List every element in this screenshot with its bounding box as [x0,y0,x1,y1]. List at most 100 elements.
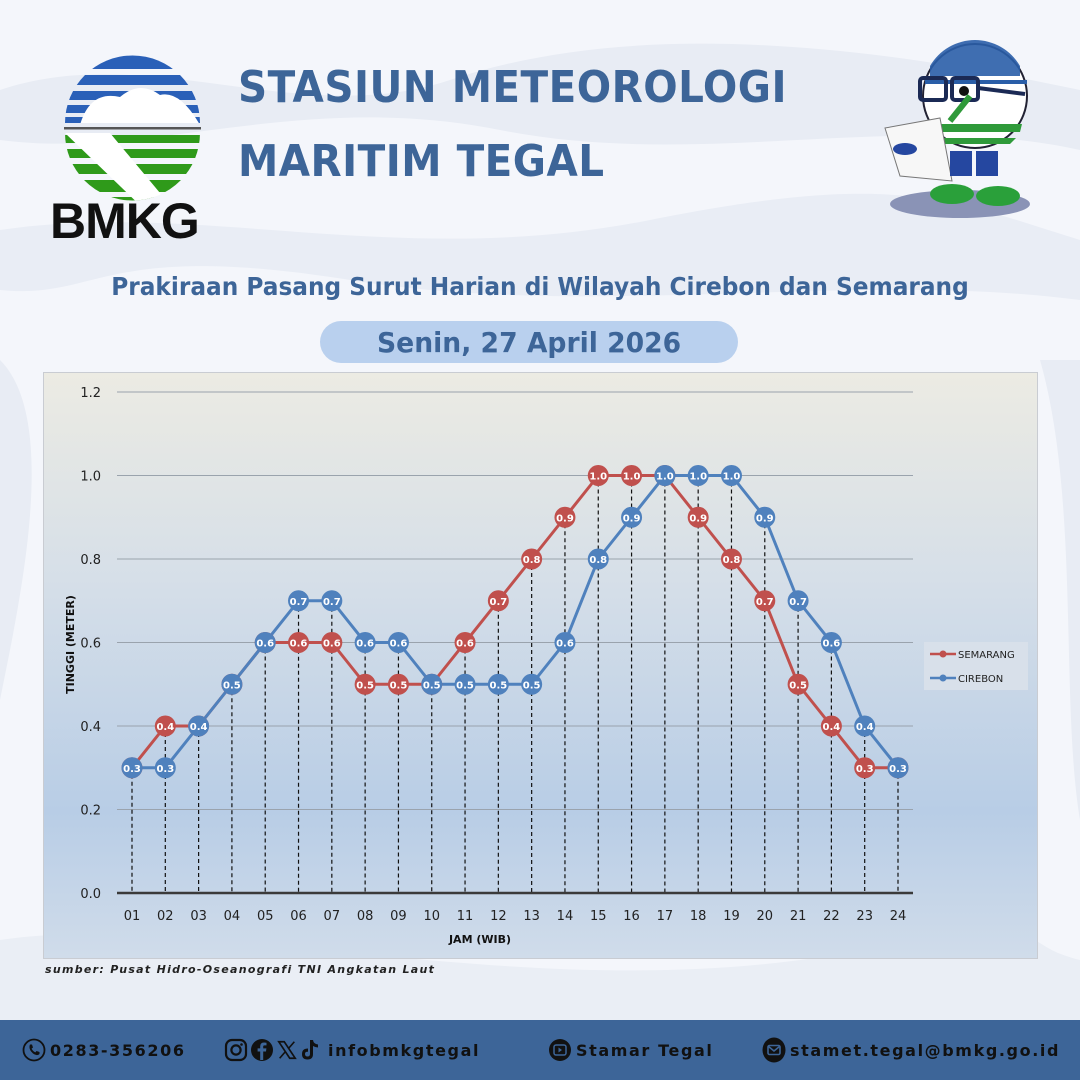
data-point-cirebon [521,673,543,695]
tiktok-icon[interactable] [300,1039,320,1061]
x-tick-label: 20 [757,909,774,924]
data-label: 0.9 [689,513,707,524]
instagram-icon[interactable] [224,1038,248,1062]
x-tick-label: 17 [657,909,674,924]
date-text: Senin, 27 April 2026 [376,325,682,359]
email-address: stamet.tegal@bmkg.go.id [790,1040,1061,1060]
data-label: 0.6 [356,639,374,650]
legend-label: SEMARANG [958,650,1015,661]
x-tick-label: 03 [190,909,207,924]
data-label: 0.4 [190,722,208,733]
y-tick-label: 0.8 [80,553,101,568]
data-label: 0.4 [823,722,841,733]
data-label: 1.0 [589,472,607,483]
data-point-cirebon [487,673,509,695]
data-label: 0.6 [256,639,274,650]
data-point-cirebon [288,590,310,612]
x-tick-label: 16 [623,909,640,924]
x-tick-label: 13 [523,909,540,924]
data-point-semarang [454,632,476,653]
phone-contact[interactable]: 0283-356206 [22,1020,186,1080]
data-point-cirebon [887,757,909,779]
data-label: 0.3 [889,764,907,775]
x-tick-label: 19 [723,909,740,924]
x-tick-label: 23 [856,909,873,924]
data-label: 0.7 [323,597,341,608]
x-tick-label: 11 [457,909,474,924]
y-tick-label: 1.2 [80,386,101,401]
data-point-cirebon [754,506,776,528]
data-label: 0.5 [489,680,507,691]
x-tick-label: 08 [357,909,374,924]
data-point-cirebon [221,673,243,695]
data-point-semarang [521,548,543,570]
x-tick-label: 24 [890,909,907,924]
data-point-semarang [288,632,310,653]
data-label: 0.7 [290,597,308,608]
legend-label: CIREBON [958,674,1003,685]
data-point-semarang [554,506,576,528]
data-label: 0.9 [756,513,774,524]
x-tick-label: 09 [390,909,407,924]
data-label: 0.6 [390,639,408,650]
data-label: 0.5 [390,680,408,691]
data-point-semarang [621,465,643,486]
x-tick-label: 14 [557,909,574,924]
data-label: 0.7 [789,597,807,608]
youtube-contact[interactable]: Stamar Tegal [548,1020,713,1080]
data-label: 0.8 [589,555,607,566]
x-tick-label: 10 [423,909,440,924]
series-line-cirebon [132,474,900,770]
data-point-semarang [354,673,376,695]
station-title-line2: MARITIM TEGAL [238,136,605,187]
data-point-cirebon [121,757,143,779]
x-tick-label: 04 [224,909,241,924]
data-label: 0.4 [856,722,874,733]
x-tick-label: 18 [690,909,707,924]
x-axis-title: JAM (WIB) [448,933,511,946]
data-point-cirebon [454,673,476,695]
data-label: 0.9 [556,513,574,524]
data-label: 0.6 [456,639,474,650]
data-label: 0.6 [290,639,308,650]
data-point-cirebon [654,465,676,486]
facebook-icon[interactable] [250,1038,274,1062]
data-point-semarang [487,590,509,612]
data-label: 0.6 [323,639,341,650]
data-label: 0.7 [489,597,507,608]
data-point-cirebon [188,715,210,737]
data-label: 1.0 [656,472,674,483]
y-tick-label: 0.6 [80,637,101,652]
data-label: 0.7 [756,597,774,608]
data-point-semarang [754,590,776,612]
data-label: 1.0 [623,472,641,483]
data-label: 0.5 [423,680,441,691]
data-point-cirebon [854,715,876,737]
forecast-subtitle: Prakiraan Pasang Surut Harian di Wilayah… [111,272,969,301]
bmkg-logo [64,55,201,201]
data-label: 0.5 [789,680,807,691]
date-badge: Senin, 27 April 2026 [320,321,738,363]
data-label: 0.5 [223,680,241,691]
series-line-semarang [130,474,898,770]
x-tick-label: 05 [257,909,274,924]
data-point-semarang [787,673,809,695]
y-tick-label: 0.2 [80,804,101,819]
data-label: 0.8 [523,555,541,566]
data-point-cirebon [421,673,443,695]
x-tick-label: 22 [823,909,840,924]
x-tick-label: 06 [290,909,307,924]
email-contact[interactable]: stamet.tegal@bmkg.go.id [762,1020,1060,1080]
social-contact[interactable]: infobmkgtegal [224,1020,480,1080]
data-point-semarang [854,757,876,779]
x-tick-label: 21 [790,909,807,924]
data-label: 0.6 [556,639,574,650]
x-tick-label: 01 [124,909,141,924]
phone-number: 0283-356206 [50,1040,186,1060]
data-point-cirebon [587,548,609,570]
youtube-icon [548,1038,572,1062]
data-label: 0.6 [823,639,841,650]
data-label: 0.5 [523,680,541,691]
x-icon[interactable] [276,1039,298,1061]
y-tick-label: 0.0 [80,887,101,902]
